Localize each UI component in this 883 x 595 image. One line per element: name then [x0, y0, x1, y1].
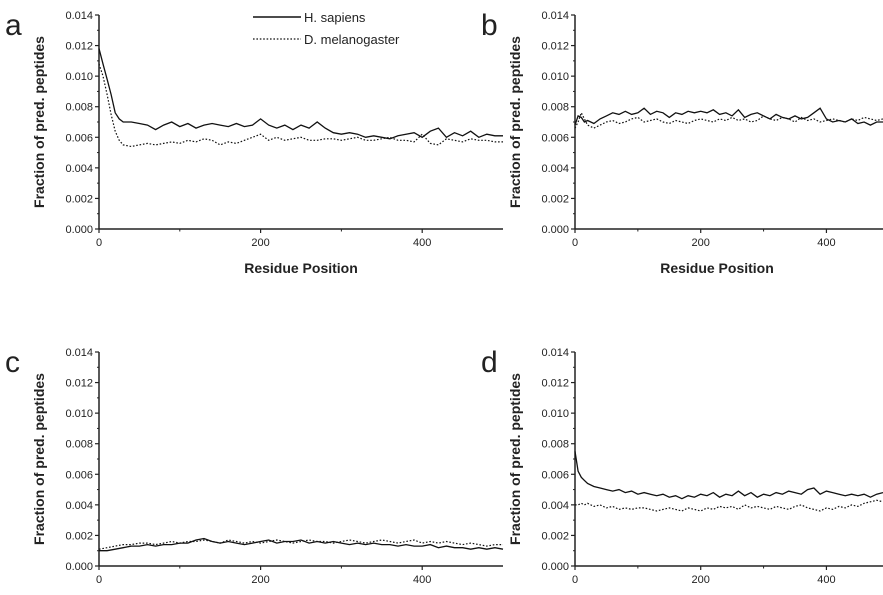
series-line-h-sapiens: [574, 451, 883, 500]
y-tick-label: 0.006: [541, 469, 569, 481]
series-line-h-sapiens: [574, 107, 883, 126]
panel-label: b: [481, 9, 498, 42]
y-tick-label: 0.004: [541, 163, 569, 175]
x-tick-label: 0: [96, 237, 102, 249]
y-tick-label: 0.008: [541, 439, 569, 451]
x-tick-label: 200: [251, 237, 269, 249]
x-tick-label: 200: [251, 574, 269, 586]
legend: H. sapiens D. melanogaster: [253, 10, 400, 47]
y-tick-label: 0.006: [65, 132, 93, 144]
x-tick-label: 200: [692, 237, 710, 249]
y-tick-label: 0.012: [65, 41, 93, 53]
y-tick-label: 0.000: [65, 561, 93, 573]
y-tick-label: 0.002: [541, 530, 569, 542]
y-tick-label: 0.000: [541, 224, 569, 236]
y-tick-label: 0.002: [65, 193, 93, 205]
series-line-d-melanogaster: [574, 111, 883, 129]
y-tick-label: 0.014: [541, 10, 569, 22]
legend-label-d-melanogaster: D. melanogaster: [304, 32, 400, 47]
y-tick-label: 0.004: [541, 500, 569, 512]
panel-label: a: [5, 9, 22, 42]
y-tick-label: 0.004: [65, 500, 93, 512]
series-line-d-melanogaster: [98, 539, 503, 550]
y-tick-label: 0.008: [65, 439, 93, 451]
y-tick-label: 0.014: [541, 347, 569, 359]
x-tick-label: 200: [692, 574, 710, 586]
y-tick-label: 0.012: [541, 378, 569, 390]
y-tick-label: 0.000: [541, 561, 569, 573]
y-tick-label: 0.014: [65, 10, 93, 22]
y-tick-label: 0.006: [541, 132, 569, 144]
panel-label: c: [5, 346, 20, 379]
y-tick-label: 0.010: [65, 71, 93, 83]
series-line-h-sapiens: [99, 537, 504, 552]
chart-panel-a: a 0.000 0.002 0.004 0.006 0.008 0.010 0.012 0.01…: [5, 9, 503, 276]
x-tick-label: 400: [413, 574, 431, 586]
chart-panel-d: d 0.000 0.002 0.004 0.006 0.008 0.010 0.012 0.01…: [481, 346, 883, 586]
y-tick-label: 0.012: [541, 41, 569, 53]
x-tick-label: 400: [413, 237, 431, 249]
legend-label-h-sapiens: H. sapiens: [304, 10, 366, 25]
x-tick-label: 0: [572, 574, 578, 586]
y-tick-label: 0.010: [541, 71, 569, 83]
chart-panel-c: c 0.000 0.002 0.004 0.006 0.008 0.010 0.012 0.01…: [5, 346, 504, 586]
y-tick-label: 0.006: [65, 469, 93, 481]
y-tick-label: 0.002: [65, 530, 93, 542]
y-tick-label: 0.008: [541, 102, 569, 114]
series-line-d-melanogaster: [575, 499, 883, 512]
y-tick-label: 0.004: [65, 163, 93, 175]
y-tick-label: 0.000: [65, 224, 93, 236]
y-tick-label: 0.010: [65, 408, 93, 420]
x-axis-title: Residue Position: [660, 260, 774, 276]
y-axis-title: Fraction of pred. peptides: [31, 36, 47, 208]
x-tick-label: 400: [817, 237, 835, 249]
y-axis-title: Fraction of pred. peptides: [507, 373, 523, 545]
series-line-d-melanogaster: [98, 63, 503, 148]
y-axis-title: Fraction of pred. peptides: [507, 36, 523, 208]
panel-label: d: [481, 346, 498, 379]
y-tick-label: 0.012: [65, 378, 93, 390]
y-tick-label: 0.014: [65, 347, 93, 359]
y-tick-label: 0.010: [541, 408, 569, 420]
chart-panel-b: b 0.000 0.002 0.004 0.006 0.008 0.010 0.012 0.01…: [481, 9, 883, 276]
x-tick-label: 0: [96, 574, 102, 586]
x-tick-label: 400: [817, 574, 835, 586]
y-axis-title: Fraction of pred. peptides: [31, 373, 47, 545]
y-tick-label: 0.008: [65, 102, 93, 114]
series-line-h-sapiens: [98, 48, 503, 140]
x-axis-title: Residue Position: [244, 260, 358, 276]
y-tick-label: 0.002: [541, 193, 569, 205]
x-tick-label: 0: [572, 237, 578, 249]
